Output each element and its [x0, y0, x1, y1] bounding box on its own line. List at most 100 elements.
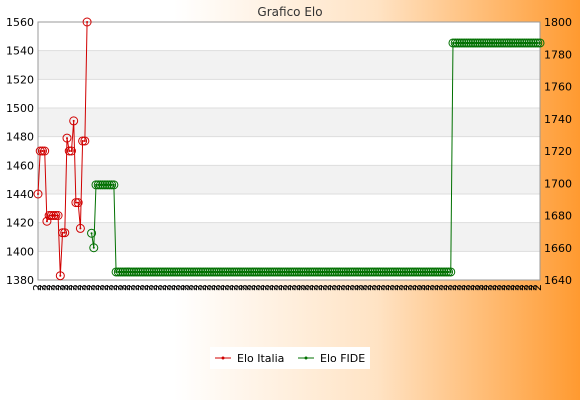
data-point — [62, 133, 72, 143]
data-point — [80, 136, 90, 146]
data-point-center — [72, 119, 75, 122]
x-tick-label: 2 — [450, 284, 463, 291]
x-tick-label: 2 — [326, 284, 339, 291]
x-tick-label: 2 — [504, 284, 517, 291]
x-tick-label: 2 — [40, 284, 53, 291]
x-tick-label: 2 — [468, 284, 481, 291]
x-tick-label: 2 — [299, 284, 312, 291]
x-tick-label: 2 — [500, 284, 513, 291]
x-tick-label: 2 — [508, 284, 521, 291]
data-point — [444, 267, 454, 277]
x-tick-label: 2 — [464, 284, 477, 291]
x-tick-label: 2 — [267, 284, 280, 291]
data-point — [51, 211, 61, 220]
right-tick-label: 1800 — [544, 16, 572, 29]
x-tick-label: 2 — [285, 284, 298, 291]
data-point-center — [77, 201, 80, 204]
data-point — [73, 198, 83, 208]
x-tick-label: 2 — [241, 284, 254, 291]
data-point — [58, 228, 68, 238]
data-point-center — [539, 41, 541, 44]
data-point-center — [63, 231, 66, 234]
x-tick-label: 2 — [388, 284, 401, 291]
data-point — [69, 116, 79, 126]
data-point — [37, 146, 47, 156]
x-tick-label: 2 — [125, 284, 138, 291]
x-tick-label: 2 — [392, 284, 405, 291]
x-tick-label: 2 — [138, 284, 151, 291]
x-tick-label: 2 — [205, 284, 218, 291]
plot-band — [38, 50, 540, 80]
x-tick-label: 2 — [196, 284, 209, 291]
left-tick-label: 1380 — [6, 274, 34, 287]
x-tick-label: 2 — [361, 284, 374, 291]
left-tick-label: 1540 — [6, 45, 34, 58]
left-tick-label: 1500 — [6, 102, 34, 115]
x-tick-label: 2 — [116, 284, 129, 291]
x-tick-label: 2 — [76, 284, 89, 291]
right-tick-label: 1760 — [544, 81, 572, 94]
data-point-center — [70, 150, 73, 152]
x-tick-label: 2 — [143, 284, 156, 291]
x-tick-label: 2 — [232, 284, 245, 291]
x-tick-label: 2 — [160, 284, 173, 291]
data-point-center — [86, 21, 89, 23]
x-tick-label: 2 — [459, 284, 472, 291]
x-tick-label: 2 — [44, 284, 57, 291]
right-tick-label: 1640 — [544, 274, 572, 287]
x-tick-label: 2 — [495, 284, 508, 291]
x-tick-label: 2 — [35, 284, 48, 291]
x-tick-label: 2 — [401, 284, 414, 291]
plot-band — [38, 251, 540, 280]
x-tick-label: 2 — [437, 284, 450, 291]
data-point — [535, 38, 545, 48]
data-point-center — [92, 246, 95, 249]
plot-band — [38, 108, 540, 137]
data-point-center — [66, 137, 69, 140]
x-tick-label: 2 — [165, 284, 178, 291]
plot-band — [38, 79, 540, 108]
x-tick-label: 2 — [58, 284, 71, 291]
data-point-center — [61, 231, 64, 234]
x-tick-label: 2 — [531, 284, 544, 291]
x-tick-label: 2 — [281, 284, 294, 291]
legend: Elo Italia Elo FIDE — [210, 347, 370, 369]
x-tick-label: 2 — [397, 284, 410, 291]
data-point — [89, 243, 99, 253]
x-tick-label: 2 — [151, 284, 164, 291]
legend-marker-elo-fide — [304, 356, 308, 360]
x-tick-label: 2 — [254, 284, 267, 291]
x-tick-label: 2 — [513, 284, 526, 291]
x-axis-ticks: 2222222222222222222222222222222222222222… — [31, 284, 544, 291]
x-tick-label: 2 — [370, 284, 383, 291]
x-tick-label: 2 — [482, 284, 495, 291]
data-point — [40, 146, 50, 156]
data-point — [66, 146, 76, 156]
data-point-center — [68, 150, 71, 152]
data-point — [42, 216, 52, 226]
x-tick-label: 2 — [236, 284, 249, 291]
x-tick-label: 2 — [317, 284, 330, 291]
data-point — [82, 17, 92, 27]
series-layer — [33, 17, 545, 281]
x-tick-label: 2 — [209, 284, 222, 291]
x-tick-label: 2 — [169, 284, 182, 291]
x-tick-label: 2 — [93, 284, 106, 291]
data-point-center — [57, 214, 60, 217]
x-tick-label: 2 — [276, 284, 289, 291]
data-point-center — [536, 41, 539, 44]
data-point-center — [41, 150, 44, 152]
data-point-center — [449, 270, 452, 273]
right-tick-label: 1680 — [544, 210, 572, 223]
x-tick-label: 2 — [343, 284, 356, 291]
x-tick-label: 2 — [294, 284, 307, 291]
data-point-center — [74, 201, 77, 204]
x-tick-label: 2 — [49, 284, 62, 291]
right-tick-label: 1660 — [544, 242, 572, 255]
x-tick-label: 2 — [31, 284, 44, 291]
x-tick-label: 2 — [442, 284, 455, 291]
data-point — [33, 189, 43, 199]
x-tick-label: 2 — [62, 284, 75, 291]
x-tick-label: 2 — [473, 284, 486, 291]
x-tick-label: 2 — [120, 284, 133, 291]
